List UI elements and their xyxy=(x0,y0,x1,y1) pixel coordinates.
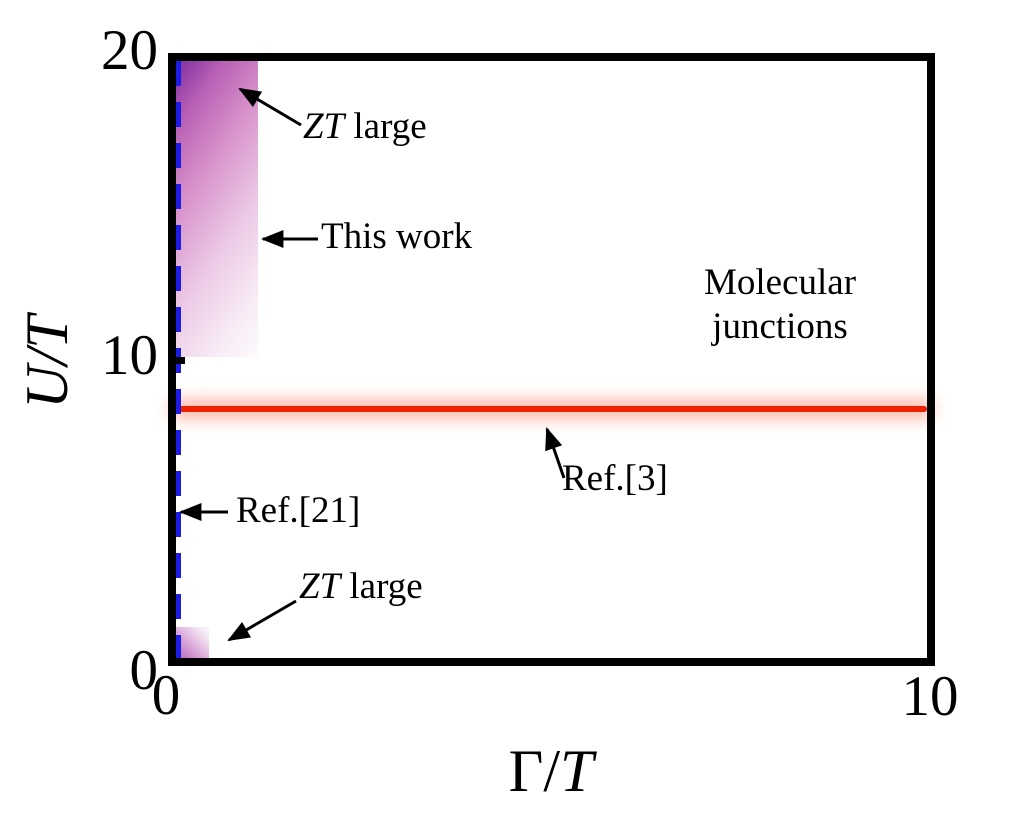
x-axis-title-t: T xyxy=(559,738,594,804)
y-tick-label-10: 10 xyxy=(101,324,158,387)
ref3-label: Ref.[3] xyxy=(562,458,668,499)
ref3-line xyxy=(177,406,927,412)
this-work-label: This work xyxy=(321,216,473,257)
y-axis-tick-10 xyxy=(168,357,185,364)
molecular-junctions-label: Molecular junctions xyxy=(704,261,856,350)
x-tick-label-10: 10 xyxy=(901,665,959,728)
zt-large-top-label-italic: ZT xyxy=(303,106,345,147)
y-tick-label-20: 20 xyxy=(101,19,158,82)
x-axis-title-gamma: Γ xyxy=(508,738,544,804)
x-axis-title: Γ/T xyxy=(509,741,594,801)
zt-large-region-top xyxy=(176,61,258,357)
zt-large-bottom-label-italic: ZT xyxy=(299,566,341,607)
zt-large-top-label: ZT large xyxy=(303,106,427,148)
zt-large-bottom-label: ZT large xyxy=(299,566,423,608)
ref21-label: Ref.[21] xyxy=(236,490,361,531)
zt-large-region-bottom xyxy=(176,627,209,658)
molecular-junctions-line1: Molecular xyxy=(703,262,857,303)
y-tick-label-0: 0 xyxy=(129,639,159,702)
zt-large-bottom-arrow xyxy=(227,599,297,642)
molecular-junctions-line2: junctions xyxy=(712,306,848,348)
zt-large-top-label-rest: large xyxy=(344,106,427,147)
x-axis-title-slash: / xyxy=(543,738,560,804)
plot-frame xyxy=(168,53,935,666)
zt-large-bottom-label-rest: large xyxy=(340,566,423,607)
x-tick-label-0: 0 xyxy=(151,664,181,727)
